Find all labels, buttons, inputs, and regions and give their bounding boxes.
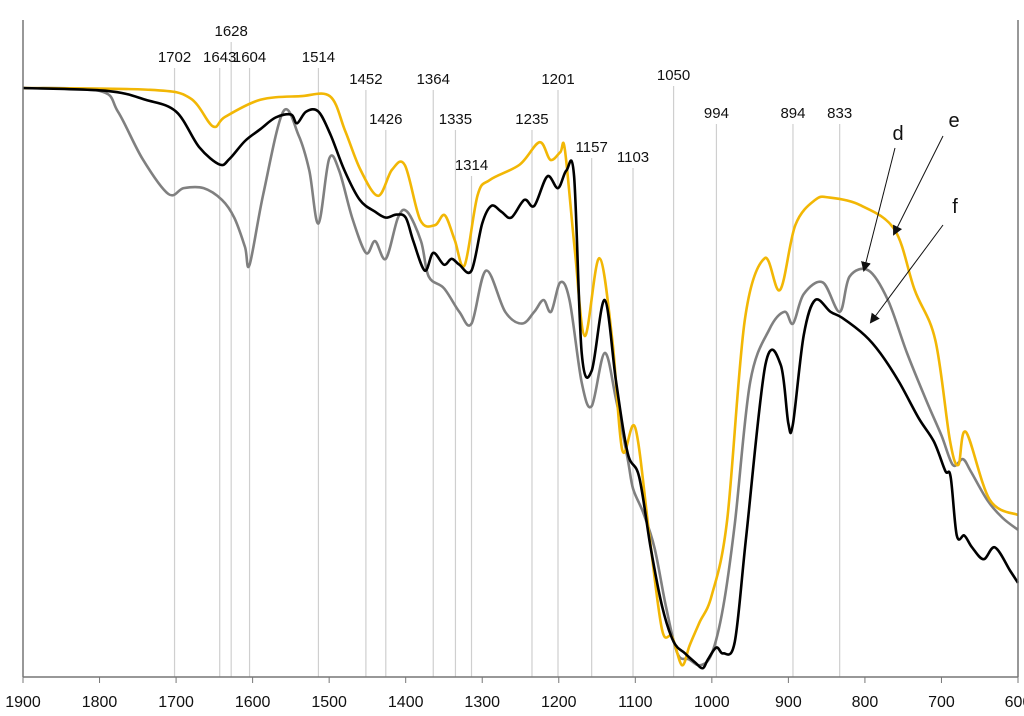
peak-labels: 1702 1643 1628 1604 1514 1452 1426 1364 1335 1314… (158, 23, 852, 174)
peak-label-1452: 1452 (349, 71, 382, 88)
x-tick-label: 1800 (82, 694, 118, 711)
x-tick-label: 1600 (235, 694, 271, 711)
peak-label-1201: 1201 (541, 71, 574, 88)
peak-label-1628: 1628 (214, 23, 247, 40)
series-d-line (22, 86, 1019, 667)
peak-label-994: 994 (704, 105, 729, 122)
annotation-e: e (948, 110, 959, 132)
peak-label-1702: 1702 (158, 49, 191, 66)
peak-label-1426: 1426 (369, 111, 402, 128)
x-axis-ticks: 1900 1800 1700 1600 1500 1400 1300 1200 1100 1000… (5, 677, 1024, 711)
x-tick-label: 1700 (158, 694, 194, 711)
peak-label-1235: 1235 (515, 111, 548, 128)
peak-label-833: 833 (827, 105, 852, 122)
peak-label-1050: 1050 (657, 67, 690, 84)
x-tick-label: 1500 (311, 694, 347, 711)
peak-label-1364: 1364 (417, 71, 450, 88)
peak-label-1514: 1514 (302, 49, 335, 66)
peak-label-1157: 1157 (576, 139, 608, 156)
x-tick-label: 800 (852, 694, 879, 711)
spectra-curves (22, 86, 1020, 670)
x-tick-label: 1400 (388, 694, 424, 711)
annotation-d: d (892, 123, 903, 145)
x-tick-label: 1100 (618, 694, 653, 711)
peak-label-1604: 1604 (233, 49, 266, 66)
series-e-line (22, 86, 1019, 667)
curve-annotations: d e f (861, 110, 960, 324)
arrow-f (869, 224, 944, 324)
x-tick-label: 1300 (464, 694, 500, 711)
peak-label-1103: 1103 (617, 149, 649, 166)
x-tick-label: 600 (1005, 694, 1024, 711)
arrow-d (861, 147, 896, 272)
annotation-f: f (952, 196, 958, 218)
peak-label-1335: 1335 (439, 111, 472, 128)
x-tick-label: 700 (928, 694, 955, 711)
x-tick-label: 1900 (5, 694, 41, 711)
arrow-e (893, 135, 944, 236)
x-tick-label: 1000 (694, 694, 730, 711)
x-tick-label: 900 (775, 694, 802, 711)
peak-label-1314: 1314 (455, 157, 488, 174)
x-tick-label: 1200 (541, 694, 577, 711)
peak-label-1643: 1643 (203, 49, 236, 66)
series-f-line (22, 86, 1020, 670)
peak-label-894: 894 (780, 105, 805, 122)
